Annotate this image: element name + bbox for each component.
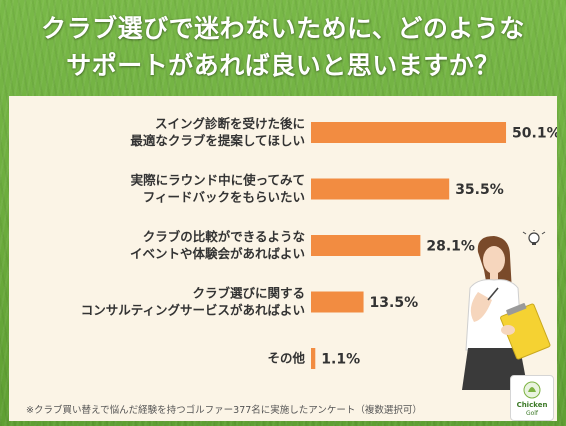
value-label-4: 1.1% — [321, 352, 360, 368]
chicken-golf-logo: Chicken Golf — [510, 375, 554, 421]
bar-0 — [311, 122, 507, 143]
footnote: ※クラブ買い替えで悩んだ経験を持つゴルファー377名に実施したアンケート（複数選… — [26, 405, 422, 416]
page-title: クラブ選びで迷わないために、どのような サポートがあれば良いと思いますか？ — [0, 10, 566, 84]
value-label-1: 35.5% — [455, 182, 504, 198]
svg-text:Chicken: Chicken — [517, 401, 548, 409]
title-line-2: サポートがあれば良いと思いますか？ — [66, 51, 500, 80]
lightbulb-icon — [522, 230, 546, 245]
category-label-0-0: スイング診断を受けた後に — [155, 116, 305, 131]
category-label-1-0: 実際にラウンド中に使ってみて — [131, 173, 305, 188]
woman-illustration — [462, 230, 551, 390]
category-label-2-0: クラブの比較ができるような — [143, 229, 305, 244]
value-label-2: 28.1% — [426, 239, 475, 255]
category-label-2-1: イベントや体験会があればよい — [130, 246, 305, 261]
value-label-3: 13.5% — [370, 295, 419, 311]
category-label-4-0: その他 — [267, 351, 305, 366]
category-label-0-1: 最適なクラブを提案してほしい — [130, 133, 305, 148]
category-label-3-1: コンサルティングサービスがあればよい — [81, 303, 305, 318]
value-label-0: 50.1% — [512, 126, 557, 142]
bar-1 — [311, 178, 450, 200]
bar-2 — [311, 235, 421, 256]
svg-text:Golf: Golf — [526, 410, 539, 417]
title-line-1: クラブ選びで迷わないために、どのような — [41, 14, 525, 43]
bar-4 — [311, 348, 316, 369]
bar-3 — [311, 291, 364, 313]
category-label-3-0: クラブ選びに関する — [192, 286, 305, 301]
chart-panel: 50.1% スイング診断を受けた後に最適なクラブを提案してほしい 35.5% 実際にラ… — [9, 96, 557, 421]
category-label-1-1: フィードバックをもらいたい — [143, 190, 305, 205]
